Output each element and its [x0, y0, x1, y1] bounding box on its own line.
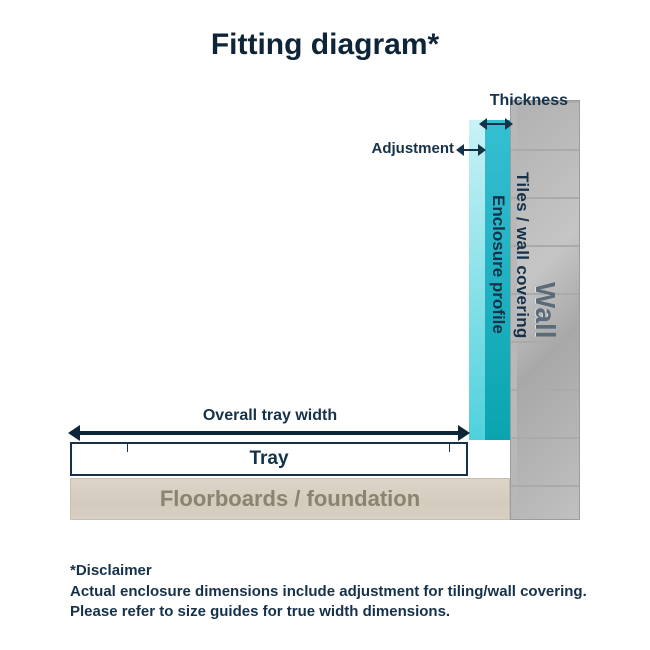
diagram-canvas: Wall Tiles / wall covering Enclosure pro…: [70, 100, 580, 520]
floor-label: Floorboards / foundation: [160, 486, 420, 512]
wall-label: Wall: [529, 282, 561, 339]
disclaimer-block: *Disclaimer Actual enclosure dimensions …: [70, 561, 620, 622]
tray-tick-right: [449, 444, 450, 452]
enclosure-label: Enclosure profile: [488, 195, 508, 334]
tray-width-arrow-icon: [70, 426, 468, 440]
tray-width-label: Overall tray width: [70, 407, 470, 425]
tray-label: Tray: [249, 448, 288, 470]
enclosure-strip: [469, 120, 485, 440]
tray-block: Tray: [70, 442, 468, 476]
page-title: Fitting diagram*: [0, 28, 650, 62]
tiles-label: Tiles / wall covering: [512, 172, 532, 339]
thickness-label: Thickness: [490, 92, 568, 110]
thickness-arrow-icon: [480, 118, 512, 130]
floor-block: Floorboards / foundation: [70, 478, 510, 520]
disclaimer-line2: Please refer to size guides for true wid…: [70, 602, 620, 622]
tray-tick-left: [127, 444, 128, 452]
adjustment-arrow-icon: [457, 144, 485, 156]
disclaimer-heading: *Disclaimer: [70, 561, 620, 581]
disclaimer-line1: Actual enclosure dimensions include adju…: [70, 582, 620, 602]
adjustment-label: Adjustment: [372, 140, 455, 157]
